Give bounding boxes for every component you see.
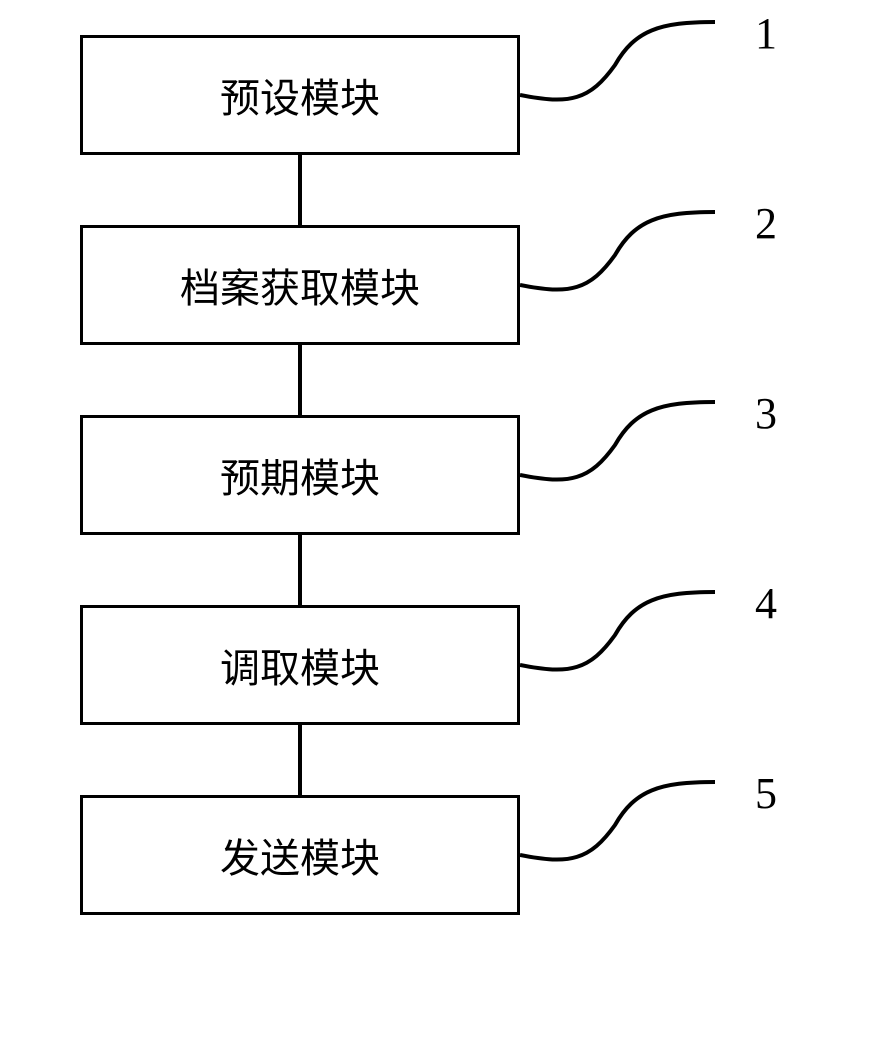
flow-node-3-label: 预期模块 (220, 446, 380, 504)
flow-node-3: 预期模块 (80, 415, 520, 535)
connector-2-3 (298, 345, 302, 415)
callout-curve-2 (520, 200, 720, 300)
flowchart-diagram: 预设模块 1 档案获取模块 2 预期模块 3 调取模块 4 发送模块 5 (0, 0, 882, 1055)
callout-curve-5 (520, 770, 720, 870)
callout-curve-1 (520, 10, 720, 110)
flow-node-4: 调取模块 (80, 605, 520, 725)
callout-curve-4 (520, 580, 720, 680)
connector-3-4 (298, 535, 302, 605)
flow-node-5-label: 发送模块 (220, 826, 380, 884)
flow-node-1-label: 预设模块 (220, 66, 380, 124)
node-number-5: 5 (755, 768, 777, 819)
connector-4-5 (298, 725, 302, 795)
flow-node-1: 预设模块 (80, 35, 520, 155)
flow-node-5: 发送模块 (80, 795, 520, 915)
flow-node-2: 档案获取模块 (80, 225, 520, 345)
node-number-4: 4 (755, 578, 777, 629)
connector-1-2 (298, 155, 302, 225)
node-number-3: 3 (755, 388, 777, 439)
node-number-1: 1 (755, 8, 777, 59)
flow-node-2-label: 档案获取模块 (180, 256, 420, 314)
callout-curve-3 (520, 390, 720, 490)
node-number-2: 2 (755, 198, 777, 249)
flow-node-4-label: 调取模块 (220, 636, 380, 694)
